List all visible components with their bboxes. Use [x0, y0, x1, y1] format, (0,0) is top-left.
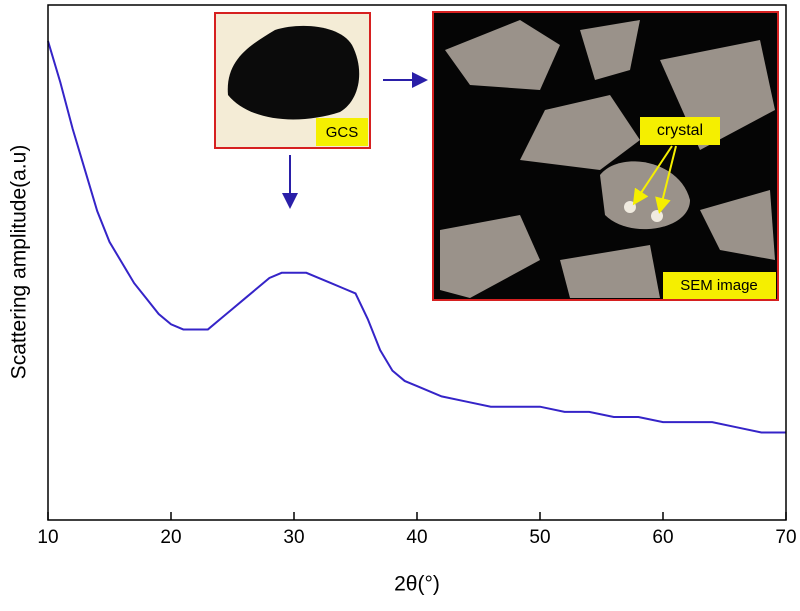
- y-axis-label: Scattering amplitude(a.u): [8, 145, 31, 380]
- x-tick-label: 40: [406, 527, 427, 548]
- x-tick-label: 70: [775, 527, 796, 548]
- data-line: [47, 40, 786, 434]
- photo-label: GCS: [326, 124, 359, 141]
- x-tick-label: 10: [37, 527, 58, 548]
- x-tick-label: 30: [283, 527, 304, 548]
- x-axis-label: 2θ(°): [394, 573, 440, 596]
- sem-label: SEM image: [680, 277, 758, 294]
- photo-inset: GCS: [214, 12, 371, 149]
- sem-inset: crystal SEM image: [432, 11, 779, 301]
- x-tick-label: 60: [652, 527, 673, 548]
- x-tick-label: 50: [529, 527, 550, 548]
- x-tick-label: 20: [160, 527, 181, 548]
- crystal-label: crystal: [657, 122, 703, 139]
